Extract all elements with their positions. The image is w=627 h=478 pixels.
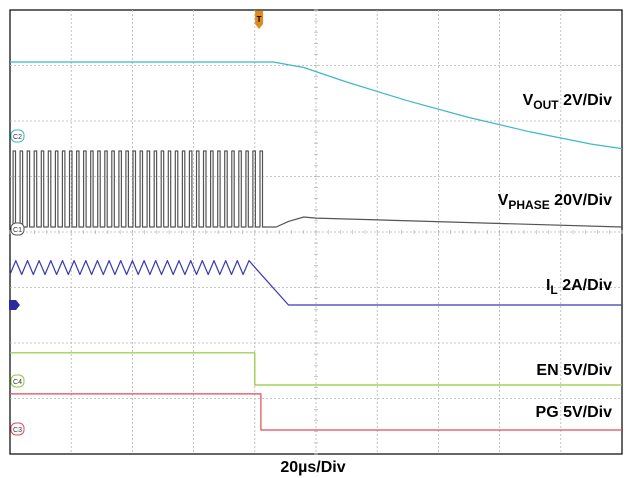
- trace-c3: [10, 393, 622, 431]
- series-label-c4: EN 5V/Div: [536, 362, 612, 379]
- channel-marker-c3: [10, 422, 25, 436]
- trace-c4: [10, 352, 622, 386]
- trace-c1: [10, 150, 623, 228]
- trace-c5: [9, 260, 622, 306]
- channel-marker-c1: [10, 222, 25, 236]
- channel-id-c4: C4: [13, 379, 22, 386]
- scope-labels: VOUT 2V/Div VPHASE 20V/Div IL 2A/Div EN 5V/…: [498, 92, 612, 421]
- series-label-c2: VOUT 2V/Div: [523, 92, 612, 112]
- channel-marker-c2: [10, 129, 25, 143]
- channel-marker-c4: [10, 374, 25, 388]
- channel-id-c1: C1: [13, 227, 22, 234]
- trigger-marker: [255, 11, 264, 29]
- time-scale-label: 20µs/Div: [280, 459, 345, 476]
- channel-id-c3: C3: [13, 427, 22, 434]
- trigger-marker-label: T: [257, 15, 262, 24]
- series-label-c5: IL 2A/Div: [546, 277, 612, 297]
- scope-markers: C2 C1 C4 C3 T: [9, 11, 264, 436]
- channel-marker-c5: [9, 300, 20, 310]
- trace-c2: [10, 61, 623, 150]
- series-label-c3: PG 5V/Div: [536, 404, 613, 421]
- channel-id-c2: C2: [13, 134, 22, 141]
- series-label-c1: VPHASE 20V/Div: [498, 192, 612, 212]
- scope-traces: [9, 61, 623, 431]
- scope-grid: [9, 9, 623, 455]
